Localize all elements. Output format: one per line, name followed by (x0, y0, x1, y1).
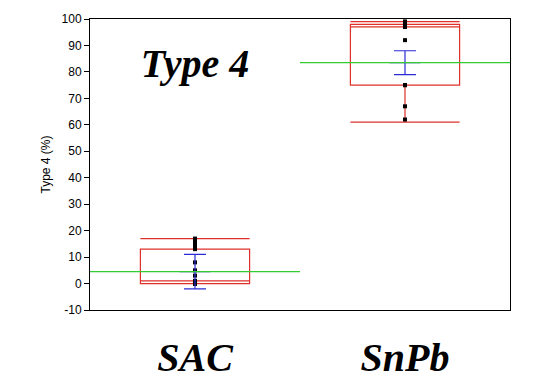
svg-text:40: 40 (68, 171, 82, 185)
svg-text:50: 50 (68, 144, 82, 158)
svg-text:10: 10 (68, 250, 82, 264)
svg-text:80: 80 (68, 65, 82, 79)
svg-text:0: 0 (75, 277, 82, 291)
svg-text:100: 100 (62, 12, 82, 26)
svg-text:SAC: SAC (157, 335, 234, 380)
svg-text:Type 4: Type 4 (141, 41, 249, 86)
svg-text:90: 90 (68, 39, 82, 53)
svg-text:Type 4 (%): Type 4 (%) (39, 135, 53, 193)
svg-text:60: 60 (68, 118, 82, 132)
svg-text:SnPb: SnPb (361, 335, 450, 380)
svg-text:-10: -10 (64, 303, 82, 317)
svg-text:20: 20 (68, 224, 82, 238)
svg-text:30: 30 (68, 197, 82, 211)
svg-text:70: 70 (68, 92, 82, 106)
